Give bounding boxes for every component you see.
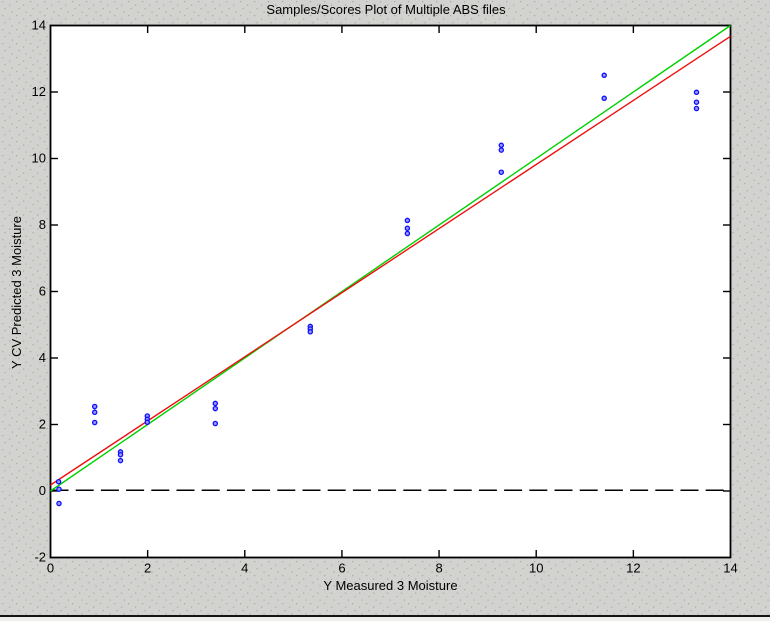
svg-text:2: 2	[39, 417, 46, 432]
svg-text:12: 12	[32, 84, 46, 99]
svg-text:8: 8	[435, 561, 442, 576]
svg-text:6: 6	[338, 561, 345, 576]
svg-text:Y CV Predicted 3 Moisture: Y CV Predicted 3 Moisture	[9, 216, 24, 369]
svg-text:12: 12	[626, 561, 640, 576]
svg-text:2: 2	[144, 561, 151, 576]
svg-text:-2: -2	[34, 550, 46, 565]
svg-text:4: 4	[39, 350, 46, 365]
svg-text:0: 0	[47, 561, 54, 576]
svg-text:Y Measured 3 Moisture: Y Measured 3 Moisture	[323, 578, 457, 593]
svg-text:10: 10	[32, 151, 46, 166]
svg-text:8: 8	[39, 217, 46, 232]
svg-text:0: 0	[39, 483, 46, 498]
svg-text:4: 4	[241, 561, 248, 576]
svg-text:14: 14	[32, 18, 46, 33]
svg-text:Samples/Scores Plot of Multipl: Samples/Scores Plot of Multiple ABS file…	[266, 2, 506, 17]
svg-text:14: 14	[723, 561, 737, 576]
svg-text:10: 10	[529, 561, 543, 576]
svg-text:6: 6	[39, 284, 46, 299]
